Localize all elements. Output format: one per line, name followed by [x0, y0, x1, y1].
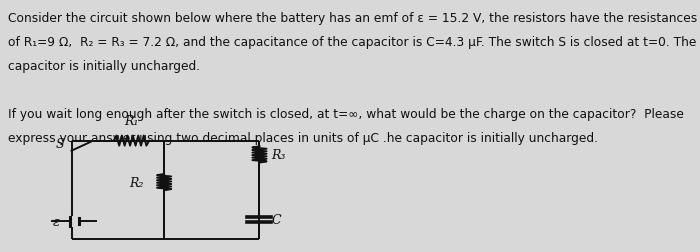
- Text: C: C: [272, 213, 281, 227]
- Text: Consider the circuit shown below where the battery has an emf of ε = 15.2 V, the: Consider the circuit shown below where t…: [8, 12, 697, 25]
- Text: capacitor is initially uncharged.: capacitor is initially uncharged.: [8, 59, 200, 73]
- Text: of R₁=9 Ω,  R₂ = R₃ = 7.2 Ω, and the capacitance of the capacitor is C=4.3 μF. T: of R₁=9 Ω, R₂ = R₃ = 7.2 Ω, and the capa…: [8, 36, 696, 49]
- Text: If you wait long enough after the switch is closed, at t=∞, what would be the ch: If you wait long enough after the switch…: [8, 107, 684, 120]
- Text: R₃: R₃: [272, 148, 286, 161]
- Text: express your answer using two decimal places in units of μC .he capacitor is ini: express your answer using two decimal pl…: [8, 131, 598, 144]
- Text: ε: ε: [52, 215, 60, 228]
- Text: R₁: R₁: [125, 114, 139, 127]
- Text: R₂: R₂: [129, 176, 144, 189]
- Text: S: S: [55, 137, 64, 150]
